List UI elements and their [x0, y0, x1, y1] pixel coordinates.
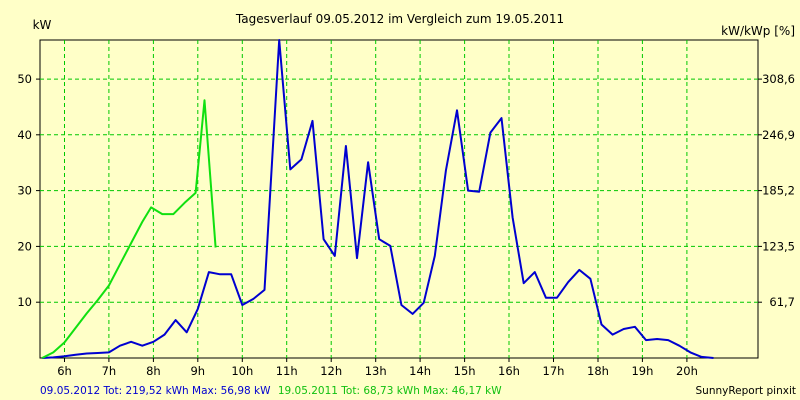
x-tick-label: 19h [631, 364, 653, 378]
series-lines [41, 39, 714, 359]
y-tick-label-right: 308,6 [762, 72, 795, 86]
grid [40, 40, 758, 358]
credit: SunnyReport pinxit [696, 385, 796, 397]
left-axis-unit: kW [33, 18, 52, 32]
series-line-2012 [42, 39, 714, 359]
series-line-2011 [41, 99, 217, 359]
y-tick-label-left: 30 [17, 184, 32, 198]
y-tick-label-right: 123,5 [762, 239, 795, 253]
y-tick-label-left: 10 [17, 295, 32, 309]
x-tick-label: 18h [587, 364, 609, 378]
y-tick-label-right: 246,9 [762, 128, 795, 142]
x-tick-label: 8h [146, 364, 161, 378]
y-tick-label-left: 50 [17, 72, 32, 86]
y-tick-label-left: 20 [17, 239, 32, 253]
ticks: 6h 7h 8h 9h 10h 11h 12h 13h 14h 15h 16h 17h 18h 19h 20… [17, 72, 795, 378]
x-tick-label: 17h [543, 364, 565, 378]
legend-entry-2011: 19.05.2011 Tot: 68,73 kWh Max: 46,17 kW [278, 385, 502, 397]
y-tick-label-left: 40 [17, 128, 32, 142]
right-axis-unit: kW/kWp [%] [721, 24, 795, 38]
x-tick-label: 11h [276, 364, 298, 378]
x-tick-label: 9h [190, 364, 205, 378]
x-tick-label: 16h [498, 364, 520, 378]
x-tick-label: 12h [320, 364, 342, 378]
x-tick-label: 6h [57, 364, 72, 378]
x-tick-label: 7h [102, 364, 117, 378]
footer-legend: 09.05.2012 Tot: 219,52 kWh Max: 56,98 kW… [40, 385, 502, 397]
x-tick-label: 15h [454, 364, 476, 378]
chart-title: Tagesverlauf 09.05.2012 im Vergleich zum… [235, 12, 564, 26]
x-tick-label: 10h [231, 364, 253, 378]
x-tick-label: 13h [365, 364, 387, 378]
x-tick-label: 20h [676, 364, 698, 378]
y-tick-label-right: 185,2 [762, 184, 795, 198]
y-tick-label-right: 61,7 [769, 295, 795, 309]
x-tick-label: 14h [409, 364, 431, 378]
plot-frame [39, 39, 759, 359]
legend-entry-2012: 09.05.2012 Tot: 219,52 kWh Max: 56,98 kW [40, 385, 271, 397]
